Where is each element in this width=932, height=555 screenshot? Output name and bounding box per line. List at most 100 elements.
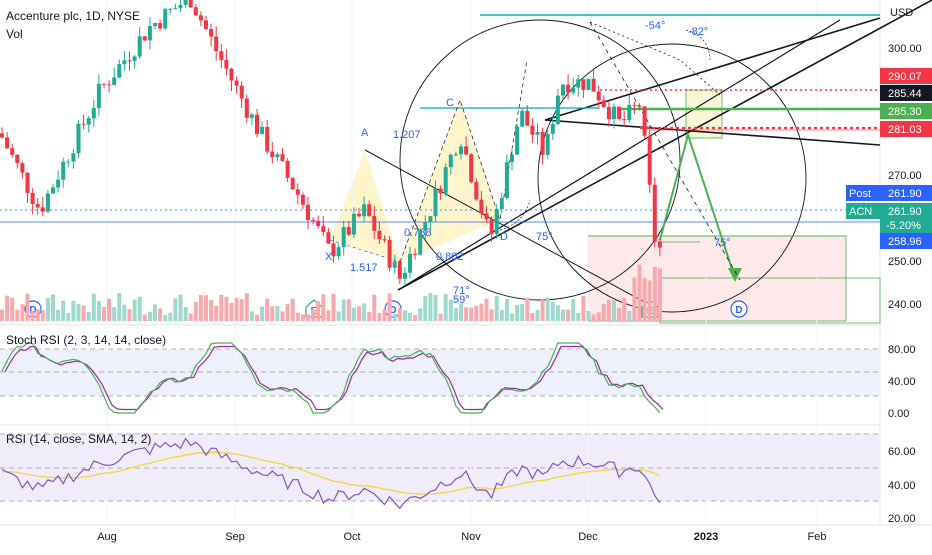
- candle-body: [520, 110, 525, 127]
- candle-body: [627, 104, 632, 121]
- volume-bar: [76, 304, 81, 321]
- volume-bar: [382, 309, 387, 321]
- price-tick-label: 250.00: [888, 256, 922, 268]
- volume-bar: [453, 307, 458, 321]
- projection-path: [659, 131, 736, 279]
- candle-body: [10, 148, 15, 155]
- volume-bar: [346, 299, 351, 321]
- candle-body: [122, 60, 127, 65]
- candle-body: [249, 114, 254, 118]
- candle-body: [499, 198, 504, 209]
- volume-bar: [112, 307, 117, 321]
- volume-bar: [158, 308, 163, 321]
- volume-bar: [489, 309, 494, 321]
- volume-bar: [494, 295, 499, 321]
- volume-bar: [127, 309, 132, 321]
- price-label-box: [880, 121, 932, 137]
- dividend-marker-label: D: [29, 305, 36, 316]
- volume-bar: [122, 304, 127, 321]
- volume-bar: [173, 298, 178, 321]
- candle-body: [448, 154, 453, 168]
- volume-bar: [336, 311, 341, 321]
- volume-bar: [515, 305, 520, 321]
- volume-bar: [510, 313, 514, 321]
- time-tick-label: Sep: [225, 531, 245, 543]
- candle-body: [576, 79, 581, 88]
- time-tick-label: Aug: [97, 531, 117, 543]
- candle-body: [469, 154, 474, 183]
- candle-body: [632, 104, 637, 106]
- volume-bar: [341, 299, 346, 321]
- candle-body: [357, 213, 361, 217]
- volume-bar: [576, 312, 581, 321]
- volume-bar: [586, 310, 591, 321]
- volume-bar: [581, 295, 586, 321]
- candle-body: [530, 125, 535, 135]
- candle-body: [96, 83, 101, 108]
- volume-bar: [260, 306, 265, 321]
- harmonic-dashed: [399, 59, 528, 263]
- volume-bar: [56, 309, 61, 321]
- candle-body: [566, 84, 571, 93]
- rsi-ma-line: [1, 451, 661, 495]
- volume-bar: [377, 313, 382, 321]
- candle-body: [265, 126, 270, 152]
- candle-body: [316, 220, 321, 227]
- candle-body: [204, 20, 208, 29]
- volume-bar: [367, 311, 372, 321]
- candle-body: [571, 87, 576, 93]
- candle-body: [244, 98, 249, 118]
- volume-bar: [209, 300, 214, 321]
- volume-bar: [627, 311, 632, 321]
- candle-body: [652, 184, 657, 242]
- candle-body: [15, 154, 20, 164]
- stoch-k-line: [1, 342, 661, 414]
- candle-body: [586, 78, 591, 90]
- volume-bar: [107, 298, 112, 321]
- price-label-value: 261.90: [888, 206, 922, 218]
- volume-bar: [596, 312, 601, 321]
- volume-bar: [418, 308, 423, 321]
- volume-bar: [561, 309, 565, 321]
- projection-arrow: [728, 268, 742, 282]
- candle-body: [158, 23, 163, 29]
- candle-body: [35, 204, 40, 208]
- price-label-box: [880, 68, 932, 84]
- candle-body: [367, 204, 372, 216]
- volume-bar: [438, 313, 443, 321]
- volume-bar: [311, 309, 316, 321]
- volume-bar: [265, 298, 270, 321]
- candle-body: [112, 77, 117, 86]
- stoch-label[interactable]: Stoch RSI (2, 3, 14, 14, close): [6, 333, 167, 347]
- stoch-tick-label: 40.00: [888, 376, 916, 388]
- volume-bar: [525, 297, 530, 321]
- candle-body: [239, 85, 244, 99]
- fib-circle-large: [399, 19, 681, 301]
- price-label-value: 290.07: [888, 71, 922, 83]
- volume-bar: [147, 311, 152, 321]
- volume-bar: [474, 305, 479, 321]
- price-label-value: 285.44: [888, 88, 922, 100]
- volume-bar: [295, 312, 300, 321]
- volume-bar: [637, 264, 642, 321]
- volume-bar: [214, 305, 219, 321]
- rsi-label[interactable]: RSI (14, close, SMA, 14, 2): [6, 432, 152, 446]
- volume-bar: [591, 314, 596, 321]
- candle-body: [346, 227, 351, 235]
- candle-body: [423, 222, 428, 230]
- volume-bar: [178, 294, 183, 321]
- volume-bar: [219, 294, 224, 321]
- chart-title[interactable]: Accenture plc, 1D, NYSE: [6, 9, 141, 23]
- harmonic-ab-line: [364, 149, 651, 306]
- volume-bar: [30, 310, 35, 321]
- volume-bar: [102, 307, 106, 321]
- volume-bar: [300, 314, 305, 321]
- fib-circle-right: [537, 43, 807, 313]
- volume-bar: [504, 298, 509, 321]
- time-tick-label: 2023: [694, 531, 718, 543]
- price-tick-label: 300.00: [888, 43, 922, 55]
- candle-body: [642, 106, 647, 136]
- price-label-change: -5.20%: [886, 220, 921, 232]
- candle-body: [142, 36, 147, 41]
